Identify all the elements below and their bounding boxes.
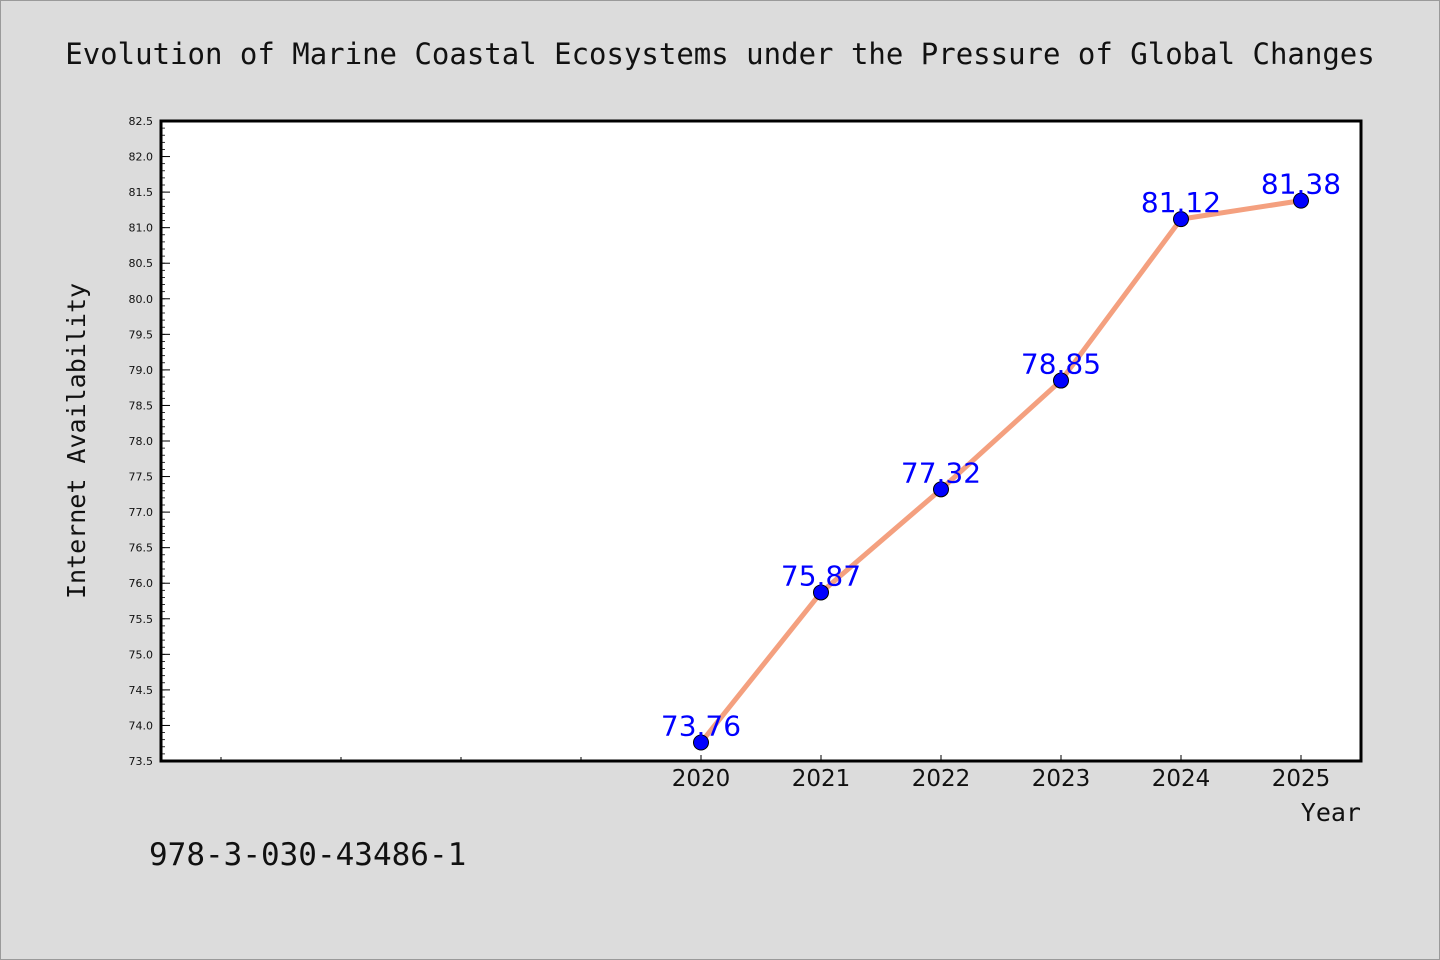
y-tick-label: 79.5	[129, 328, 154, 341]
x-tick-label: 2021	[792, 766, 851, 792]
data-point	[1293, 192, 1309, 209]
x-tick-label: 2025	[1272, 766, 1331, 792]
y-tick-label: 75.5	[129, 613, 154, 626]
footer-code: 978-3-030-43486-1	[149, 837, 466, 873]
y-tick-label: 77.5	[129, 471, 154, 484]
x-tick-label: 2020	[672, 766, 731, 792]
data-label: 73.76	[661, 710, 741, 743]
data-point	[1053, 372, 1069, 389]
y-tick-label: 74.5	[129, 684, 154, 697]
chart-title: Evolution of Marine Coastal Ecosystems u…	[65, 37, 1374, 71]
data-label: 81.38	[1261, 168, 1341, 201]
series-group: 73.76 75.87 77.32 78.85 81.12 81.38	[661, 168, 1341, 751]
y-tick-label: 75.0	[129, 648, 154, 661]
data-point	[1173, 211, 1189, 228]
y-tick-label: 73.5	[129, 755, 154, 768]
y-tick-label: 76.5	[129, 542, 154, 555]
data-point	[933, 481, 949, 498]
y-tick-label: 82.5	[129, 115, 154, 128]
y-tick-label: 76.0	[129, 577, 154, 590]
data-label: 78.85	[1021, 348, 1101, 381]
x-axis-label: Year	[1301, 798, 1361, 827]
y-tick-label: 77.0	[129, 506, 154, 519]
data-label: 75.87	[781, 559, 861, 592]
y-tick-label: 82.0	[129, 151, 154, 164]
data-point	[693, 734, 709, 751]
y-tick-label: 81.0	[129, 222, 154, 235]
y-axis: 73.5 74.0 74.5 75.0 75.5 76.0 76.5 77.0 77.5 78.0…	[129, 115, 170, 768]
y-tick-label: 79.0	[129, 364, 154, 377]
x-tick-label: 2023	[1032, 766, 1091, 792]
x-tick-label: 2022	[912, 766, 971, 792]
y-axis-label: Internet Availability	[62, 283, 91, 599]
data-label: 77.32	[901, 456, 981, 489]
x-tick-label: 2024	[1152, 766, 1211, 792]
y-tick-label: 81.5	[129, 186, 154, 199]
plot-area	[159, 119, 1363, 763]
x-axis: 2020 2021 2022 2023 2024 2025	[220, 755, 1331, 792]
data-label: 81.12	[1141, 186, 1221, 219]
y-tick-label: 74.0	[129, 719, 154, 732]
y-tick-label: 80.0	[129, 293, 154, 306]
y-tick-label: 80.5	[129, 257, 154, 270]
data-point	[813, 584, 829, 601]
y-tick-label: 78.5	[129, 399, 154, 412]
series-line	[698, 198, 1304, 746]
y-tick-label: 78.0	[129, 435, 154, 448]
